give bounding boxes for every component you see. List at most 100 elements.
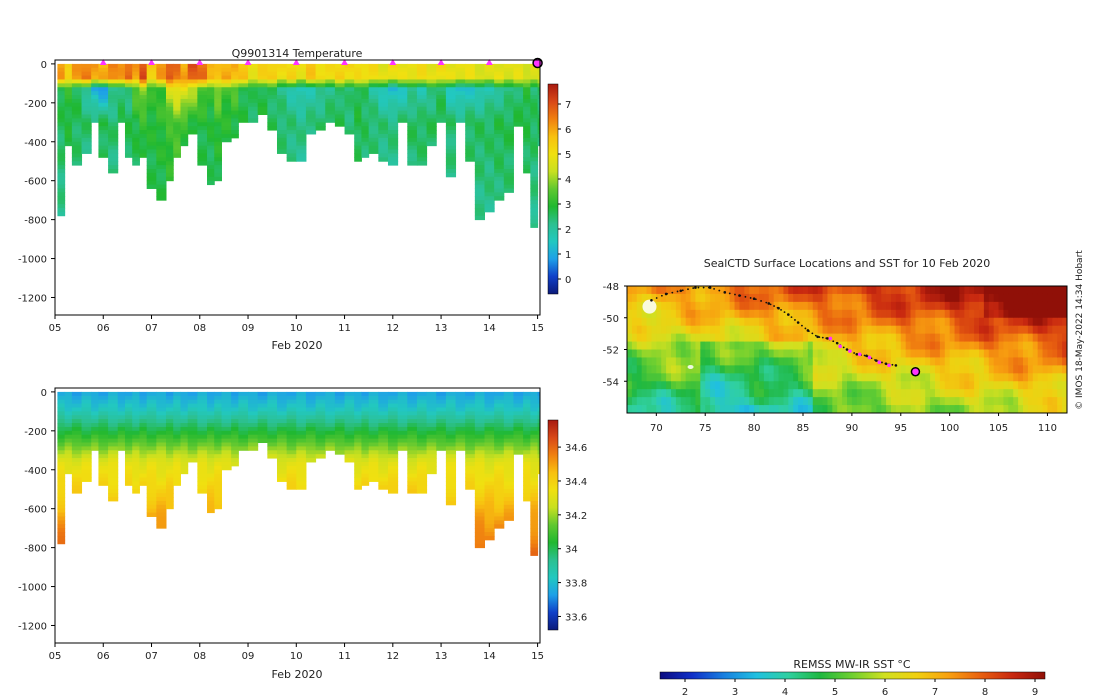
sst-cell	[656, 357, 662, 366]
sst-cell	[930, 365, 936, 374]
temperature-cell	[494, 102, 505, 108]
sst-cell	[763, 405, 770, 413]
temperature-cell	[98, 130, 109, 135]
sst-cell	[1062, 286, 1067, 295]
sst-cell	[983, 309, 990, 319]
track-point	[679, 289, 683, 293]
salinity-cell	[197, 473, 208, 479]
salinity-cell	[455, 423, 466, 428]
sst-cell	[979, 309, 985, 319]
sst-cell	[773, 389, 780, 398]
sst-cell	[749, 365, 755, 374]
salinity-cell	[484, 493, 495, 498]
temperature-cell	[484, 79, 495, 84]
salinity-cell	[165, 407, 174, 412]
sst-cell	[729, 293, 736, 303]
sst-cell	[954, 293, 960, 303]
salinity-cell	[214, 434, 222, 440]
salinity-cell	[344, 426, 355, 432]
recent-track-point	[857, 352, 862, 357]
temperature-cell	[494, 106, 505, 112]
salinity-cell	[81, 407, 92, 412]
sst-cell	[832, 333, 838, 343]
temperature-cell	[296, 149, 307, 154]
sst-cell	[666, 293, 672, 303]
salinity-profile	[445, 391, 457, 506]
sst-cell	[812, 381, 819, 390]
sst-cell	[685, 301, 692, 311]
sst-cell	[827, 349, 833, 358]
temperature-cell	[57, 161, 66, 166]
salinity-cell	[180, 415, 189, 420]
sst-cell	[842, 405, 848, 413]
sst-cell	[631, 397, 638, 406]
temperature-cell	[494, 118, 505, 123]
sst-cell	[1013, 309, 1019, 319]
sst-cell	[998, 349, 1004, 358]
salinity-cell	[416, 395, 428, 401]
sst-cell	[842, 365, 848, 374]
sst-cell	[847, 341, 853, 350]
sst-cell	[1057, 317, 1063, 327]
salinity-cell	[407, 399, 418, 405]
track-point	[825, 337, 828, 340]
temperature-cell	[173, 118, 181, 123]
salinity-cell	[238, 415, 249, 420]
salinity-profile	[98, 391, 109, 486]
temperature-cell	[407, 67, 418, 73]
temperature-cell	[305, 110, 317, 116]
salinity-cell	[156, 411, 167, 416]
salinity-cell	[165, 454, 174, 459]
temperature-cell	[139, 75, 148, 80]
temperature-cell	[214, 102, 222, 108]
salinity-cell	[139, 450, 148, 455]
salinity-cell	[378, 395, 389, 401]
temperature-profile	[296, 63, 307, 162]
temperature-cell	[416, 79, 428, 84]
salinity-cell	[387, 485, 399, 490]
salinity-cell	[207, 442, 215, 447]
sst-cell	[930, 317, 936, 327]
sst-cell	[641, 325, 648, 335]
temperature-cell	[445, 153, 457, 158]
sst-cell	[983, 341, 990, 350]
temperature-cell	[132, 71, 140, 77]
temperature-cell	[378, 98, 389, 104]
temperature-cell	[81, 130, 92, 135]
salinity-cell	[286, 438, 297, 444]
temperature-cell	[187, 102, 198, 108]
salinity-cell	[214, 461, 222, 467]
salinity-cell	[455, 426, 466, 432]
salinity-cell	[139, 411, 148, 416]
salinity-cell	[221, 403, 232, 408]
temperature-cell	[368, 114, 379, 119]
temperature-cell	[57, 153, 66, 158]
temperature-cell	[397, 106, 408, 112]
salinity-cell	[165, 469, 174, 475]
temperature-cell	[455, 87, 466, 92]
track-point	[853, 352, 856, 354]
temperature-cell	[503, 79, 514, 84]
temperature-cell	[132, 63, 140, 69]
salinity-cell	[214, 477, 222, 482]
temperature-cell	[197, 153, 208, 158]
salinity-cell	[416, 399, 428, 405]
sst-cell	[719, 405, 726, 413]
temperature-cell	[416, 114, 428, 119]
salinity-cell	[334, 426, 346, 432]
sst-cell	[1003, 325, 1009, 335]
sst-cell	[944, 293, 951, 303]
temperature-cell	[503, 63, 514, 69]
salinity-cell	[465, 415, 476, 420]
sst-cell	[1047, 357, 1053, 366]
salinity-cell	[197, 430, 208, 436]
temperature-cell	[71, 149, 83, 154]
salinity-cell	[71, 450, 83, 455]
sst-cell	[988, 317, 995, 327]
salinity-cell	[173, 438, 181, 444]
track-point	[807, 330, 810, 332]
temperature-cell	[165, 145, 174, 151]
sst-cell	[935, 293, 941, 303]
sst-cell	[656, 405, 662, 413]
temperature-cell	[416, 137, 428, 143]
